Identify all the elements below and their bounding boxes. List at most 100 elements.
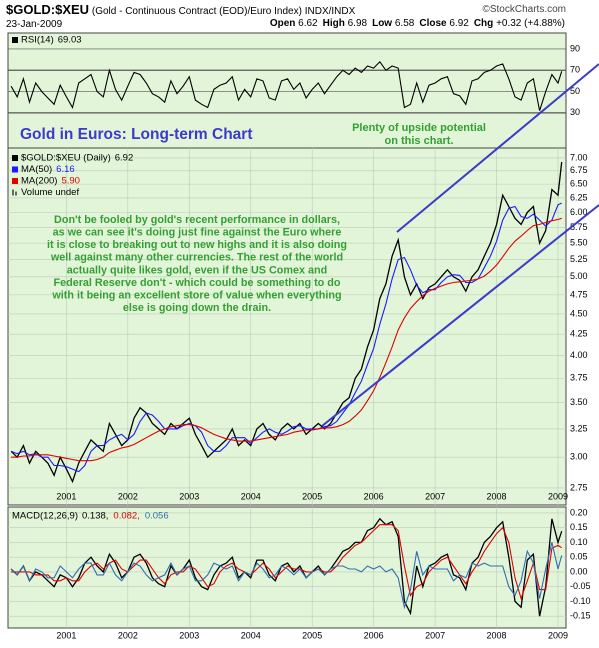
legend-value: 0.082, <box>113 511 139 522</box>
legend-value: 0.056 <box>145 511 169 522</box>
legend-marker <box>12 178 18 184</box>
legend-label: MA(200) <box>21 176 57 187</box>
x-tick-label: 2005 <box>302 491 322 501</box>
symbol: $GOLD:$XEU <box>6 2 90 17</box>
y-tick-label: 6.25 <box>570 192 588 202</box>
x-tick-label: 2008 <box>487 630 507 640</box>
x-tick-label: 2002 <box>118 630 138 640</box>
y-tick-label: -0.10 <box>570 596 591 606</box>
legend-marker <box>12 155 18 161</box>
trend-line-upper <box>396 63 599 233</box>
legend-label: RSI(14) <box>21 35 54 46</box>
x-tick-label: 2004 <box>241 491 261 501</box>
x-tick-label: 2003 <box>179 491 199 501</box>
legend-marker <box>12 37 18 43</box>
x-tick-label: 2002 <box>118 491 138 501</box>
legend-value: 6.16 <box>56 164 75 175</box>
legend-marker <box>12 166 18 173</box>
quote-value: +0.32 (+4.88%) <box>496 18 565 29</box>
header-title: $GOLD:$XEU (Gold - Continuous Contract (… <box>6 2 355 17</box>
annotation-text: with it being an excellent store of valu… <box>51 289 341 301</box>
series-line <box>10 161 563 484</box>
y-tick-label: 7.00 <box>570 152 588 162</box>
annotation-text: Don't be fooled by gold's recent perform… <box>54 214 340 226</box>
quote-value: 6.62 <box>298 18 318 29</box>
annotation-text: else is going down the drain. <box>123 302 271 314</box>
legend-label: $GOLD:$XEU (Daily) <box>21 153 111 164</box>
y-tick-label: 3.75 <box>570 373 588 383</box>
quote-label: Chg <box>473 18 494 29</box>
legend-label: MACD(12,26,9) <box>12 511 78 522</box>
y-tick-label: 2.75 <box>570 482 588 492</box>
y-tick-label: 6.75 <box>570 165 588 175</box>
y-tick-label: 4.50 <box>570 308 588 318</box>
y-tick-label: 3.50 <box>570 397 588 407</box>
x-tick-label: 2001 <box>56 491 76 501</box>
y-tick-label: 0.15 <box>570 522 588 532</box>
quote: Open 6.62 High 6.98 Low 6.58 Close 6.92 Chg … <box>265 18 565 29</box>
x-tick-label: 2007 <box>425 491 445 501</box>
annotation-text: well against many other currencies. The … <box>50 252 343 264</box>
quote-value: 6.98 <box>347 18 368 29</box>
trend-line-lower <box>321 204 599 427</box>
y-tick-label: 5.50 <box>570 237 588 247</box>
y-tick-label: 70 <box>570 65 580 75</box>
y-tick-label: 4.75 <box>570 289 588 299</box>
y-tick-label: 30 <box>570 107 580 117</box>
y-tick-label: 5.25 <box>570 254 588 264</box>
quote-label: High <box>322 18 345 29</box>
x-tick-label: 2009 <box>548 630 568 640</box>
x-tick-label: 2006 <box>364 630 384 640</box>
x-tick-label: 2006 <box>364 491 384 501</box>
x-tick-label: 2004 <box>241 630 261 640</box>
panel <box>7 32 567 149</box>
y-tick-label: 3.25 <box>570 423 588 433</box>
x-tick-label: 2003 <box>179 630 199 640</box>
legend-marker <box>15 191 17 196</box>
description: (Gold - Continuous Contract (EOD)/Euro I… <box>91 6 302 17</box>
legend-value: 5.90 <box>61 176 80 187</box>
panel <box>7 506 567 629</box>
quote-value: 6.58 <box>394 18 415 29</box>
y-tick-label: 0.10 <box>570 537 588 547</box>
legend-label: Volume undef <box>21 187 79 198</box>
legend-marker <box>12 189 14 196</box>
quote-value: 6.92 <box>449 18 469 29</box>
y-tick-label: 3.00 <box>570 452 588 462</box>
y-tick-label: 4.25 <box>570 329 588 339</box>
annotation-note: Plenty of upside potential <box>352 122 486 134</box>
legend-value: 0.138, <box>82 511 108 522</box>
panel <box>7 147 567 506</box>
legend-label: MA(50) <box>21 164 52 175</box>
panels: 90 70 50 30 RSI(14) 69.03 7.00 6.75 6.50 6.25 6.00… <box>7 32 591 640</box>
x-tick-label: 2009 <box>548 491 568 501</box>
y-tick-label: 6.00 <box>570 207 588 217</box>
series-line <box>10 202 562 473</box>
y-tick-label: 5.00 <box>570 271 588 281</box>
date: 23-Jan-2009 <box>6 19 63 30</box>
y-tick-label: -0.15 <box>570 611 591 621</box>
x-tick-label: 2001 <box>56 630 76 640</box>
y-tick-label: 0.05 <box>570 552 588 562</box>
series-line <box>10 542 563 610</box>
y-tick-label: 0.00 <box>570 566 588 576</box>
x-tick-label: 2008 <box>487 491 507 501</box>
quote-label: Open <box>269 18 296 29</box>
legend-value: 6.92 <box>115 153 134 164</box>
copyright: ©StockCharts.com <box>482 4 566 15</box>
annotation-note: on this chart. <box>384 135 453 147</box>
y-tick-label: 90 <box>570 43 580 53</box>
y-tick-label: 4.00 <box>570 350 588 360</box>
exchange: INDX/INDX <box>304 6 356 17</box>
y-tick-label: 5.75 <box>570 222 588 232</box>
annotation-text: it is close to breaking out to new highs… <box>47 239 347 251</box>
legend-value: 69.03 <box>58 35 82 46</box>
y-tick-label: 6.50 <box>570 178 588 188</box>
y-tick-label: 0.20 <box>570 507 588 517</box>
annotation-text: actually quite likes gold, even if the U… <box>67 264 327 276</box>
x-tick-label: 2007 <box>425 630 445 640</box>
series-line <box>11 524 562 601</box>
quote-label: Low <box>372 18 393 29</box>
